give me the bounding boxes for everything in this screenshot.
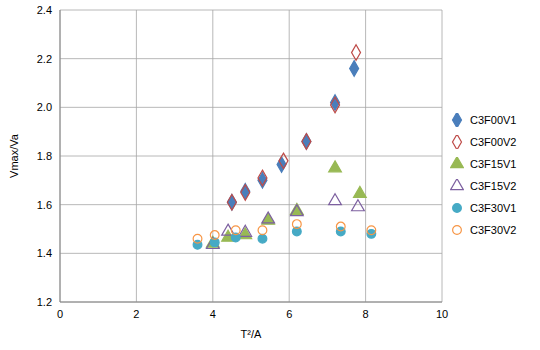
svg-text:1.4: 1.4: [37, 247, 52, 259]
svg-text:4: 4: [210, 308, 216, 320]
svg-text:1.8: 1.8: [37, 150, 52, 162]
svg-text:2: 2: [133, 308, 139, 320]
svg-text:0: 0: [57, 308, 63, 320]
html-text:C3F30V1: C3F30V1: [470, 202, 517, 214]
html-text:C3F15V1: C3F15V1: [470, 158, 517, 170]
html-text:C3F30V2: C3F30V2: [470, 224, 517, 236]
svg-text:2.2: 2.2: [37, 53, 52, 65]
svg-text:T²/A: T²/A: [241, 328, 262, 340]
html-text:C3F00V2: C3F00V2: [470, 136, 517, 148]
svg-text:Vmax/Va: Vmax/Va: [8, 133, 20, 178]
svg-text:6: 6: [286, 308, 292, 320]
svg-text:10: 10: [436, 308, 448, 320]
html-text:C3F15V2: C3F15V2: [470, 180, 517, 192]
svg-text:1.6: 1.6: [37, 199, 52, 211]
svg-text:8: 8: [363, 308, 369, 320]
svg-text:2.0: 2.0: [37, 101, 52, 113]
html-text:C3F00V1: C3F00V1: [470, 114, 517, 126]
svg-text:1.2: 1.2: [37, 296, 52, 308]
svg-text:2.4: 2.4: [37, 4, 52, 16]
